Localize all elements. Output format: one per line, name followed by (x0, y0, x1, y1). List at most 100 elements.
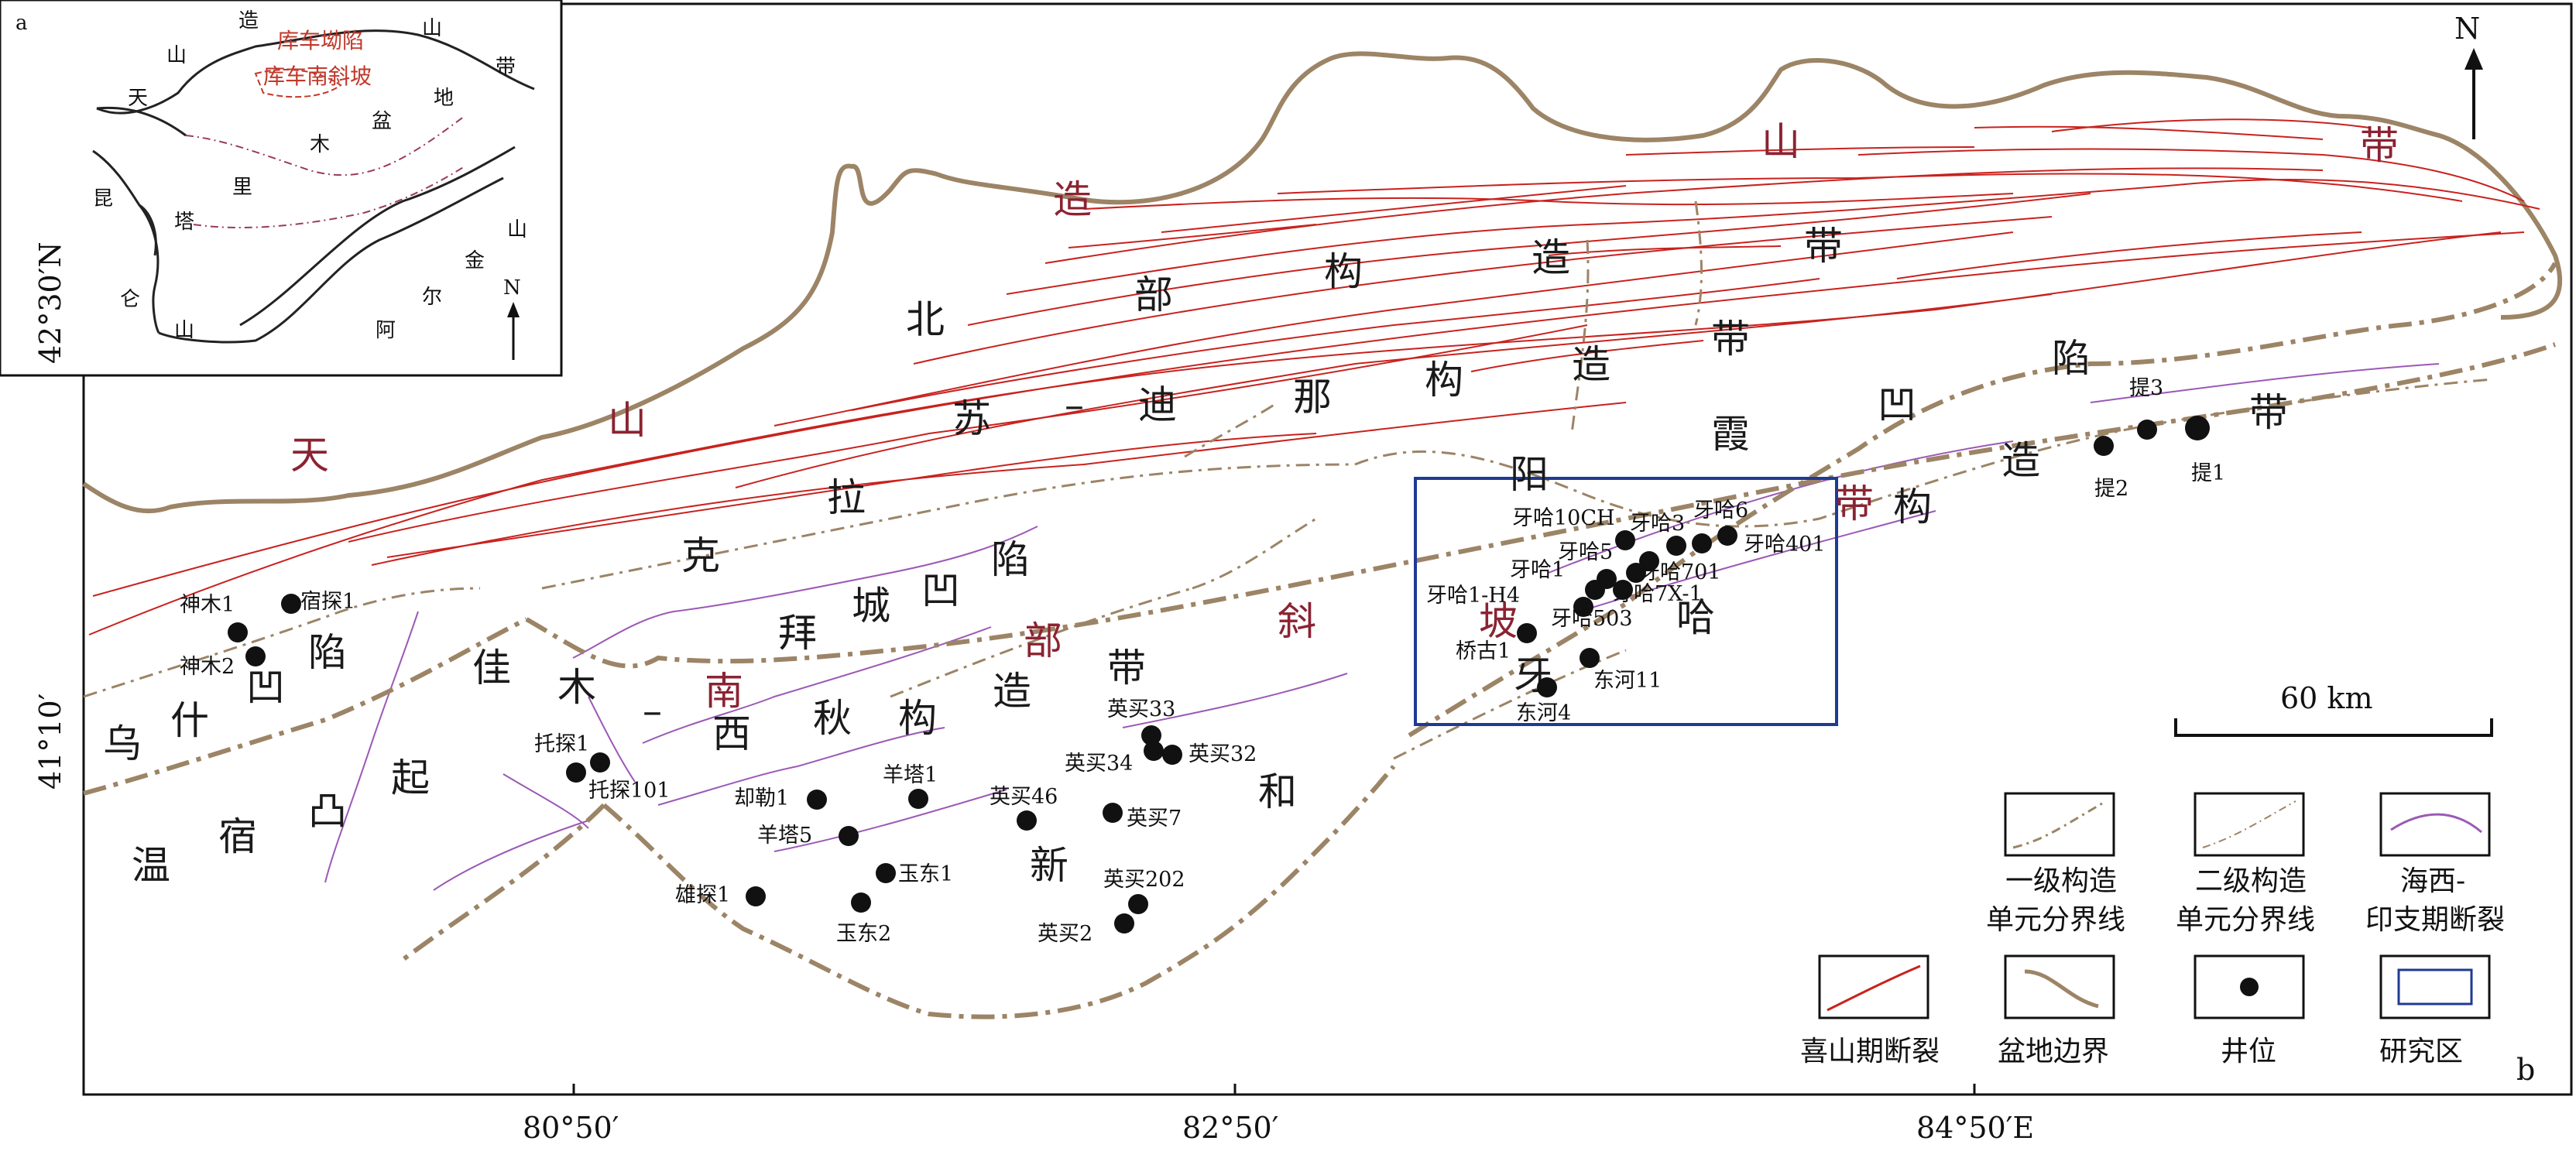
region-label-red: 山 (1761, 119, 1800, 164)
region-label: 凹 (246, 665, 285, 710)
inset-label: 木 (310, 133, 330, 156)
inset-north-label: N (503, 276, 521, 300)
well-marker (2137, 420, 2157, 440)
region-label: 构 (1324, 249, 1363, 294)
region-label: 造 (1572, 342, 1610, 387)
region-label: 构 (1893, 485, 1932, 529)
region-label-red: 带 (2360, 123, 2399, 168)
well-marker (1144, 741, 1164, 761)
inset-label: 造 (238, 9, 259, 33)
region-label: 宿 (218, 814, 257, 859)
well-label: 牙哈5 (1558, 540, 1613, 564)
legend-label: 盆地边界 (1998, 1036, 2109, 1067)
region-label: 拉 (827, 475, 866, 520)
legend-label: 一级构造 (2005, 865, 2117, 897)
well-label: 牙哈6 (1693, 498, 1748, 522)
legend-line-basin (2024, 969, 2099, 1009)
region-label: 带 (2249, 390, 2288, 435)
region-labels-red: 天 山 造 山 带 南 部 斜 坡 带 (290, 119, 2399, 714)
lon-tick-label: 82°50′ (1182, 1111, 1278, 1145)
region-label: 克 (681, 533, 720, 578)
inset-label: 山 (507, 218, 527, 242)
well-marker (281, 594, 301, 614)
legend-label: 喜山期断裂 (1800, 1036, 1940, 1067)
well-label: 却勒1 (734, 786, 789, 810)
region-label-red: 坡 (1479, 599, 1518, 644)
inset-label: 盆 (372, 110, 392, 133)
well-marker (2094, 436, 2114, 456)
well-marker (590, 752, 610, 773)
region-label: 阳 (1510, 452, 1549, 497)
legend-line-himalayan (1827, 964, 1921, 1012)
inset-label: 仑 (120, 288, 140, 311)
well-label: 神木1 (180, 593, 235, 617)
inset-label: 金 (465, 249, 485, 272)
scale-bar-label: 60 km (2280, 681, 2373, 715)
region-label: 起 (391, 755, 430, 800)
legend-line-primary (2012, 800, 2107, 849)
region-label: 陷 (991, 537, 1030, 582)
legend-swatch-hercynian (2379, 792, 2491, 857)
region-label: 凹 (1878, 382, 1916, 427)
map-frame (82, 2, 2573, 1096)
region-label: 造 (2001, 438, 2040, 483)
region-label: 什 (170, 698, 209, 743)
region-label: 构 (898, 696, 937, 741)
legend-label: 印支期断裂 (2365, 904, 2505, 936)
legend-label: 研究区 (2379, 1036, 2463, 1067)
inset-south-line (239, 146, 516, 327)
legend-label: 井位 (2221, 1036, 2276, 1067)
legend-line-hercynian (2390, 813, 2482, 834)
region-label-red: 部 (1024, 618, 1062, 663)
study-area-box (1414, 477, 1838, 726)
region-label: 城 (852, 584, 890, 629)
inset-frame (0, 0, 563, 377)
inset-label: 里 (232, 176, 252, 199)
well-label: 英买2 (1038, 922, 1092, 946)
legend-well-dot (2240, 978, 2259, 996)
well-marker (1666, 536, 1686, 556)
well-marker (1615, 530, 1635, 550)
well-label: 提3 (2129, 376, 2163, 400)
well-label: 牙哈701 (1639, 560, 1721, 584)
well-marker (1613, 580, 1633, 600)
region-label: – (643, 688, 662, 733)
region-label: 凹 (921, 568, 960, 613)
well-label: 雄探1 (675, 883, 730, 907)
inset-label: 天 (128, 87, 148, 110)
inset-label: 尔 (422, 286, 442, 309)
inset-kuqa-label: 库车坳陷 (277, 28, 364, 53)
inset-north-arrowhead (507, 302, 520, 317)
lon-tick-label: 80°50′ (523, 1111, 619, 1145)
lon-ticks (572, 1084, 1976, 1095)
region-label: 北 (906, 297, 945, 342)
inset-label: 昆 (93, 187, 113, 211)
region-label: 凸 (308, 789, 347, 834)
well-label: 托探101 (588, 779, 671, 803)
region-label: 那 (1293, 375, 1332, 420)
inset-label: 带 (496, 56, 516, 79)
region-label: 哈 (1676, 595, 1715, 640)
region-label-red: 造 (1053, 177, 1092, 222)
region-label: 霞 (1711, 412, 1750, 457)
region-label: 拜 (778, 611, 817, 656)
well-marker (1141, 725, 1161, 745)
region-label: 和 (1258, 769, 1297, 814)
well-marker (2185, 416, 2210, 440)
himalayan-faults (88, 118, 2540, 636)
well-label: 英买202 (1103, 868, 1185, 892)
inset-label: 山 (422, 17, 442, 40)
well-label: 羊塔5 (757, 824, 812, 848)
panel-b-label: b (2516, 1053, 2535, 1087)
legend-swatch-study (2379, 954, 2491, 1019)
legend-label: 单元分界线 (1986, 904, 2125, 936)
well-marker (1585, 580, 1605, 600)
legend-swatch-secondary (2194, 792, 2305, 857)
region-label: 秋 (813, 696, 852, 741)
region-labels: 北 部 构 造 带 苏 – 迪 那 构 造 带 拉 克 阳 霞 凹 陷 拜 城 … (103, 224, 2288, 888)
well-label: 桥古1 (1456, 639, 1511, 663)
region-label: 带 (1804, 224, 1843, 269)
region-label: 苏 (952, 396, 991, 441)
region-label: 西 (712, 711, 751, 756)
